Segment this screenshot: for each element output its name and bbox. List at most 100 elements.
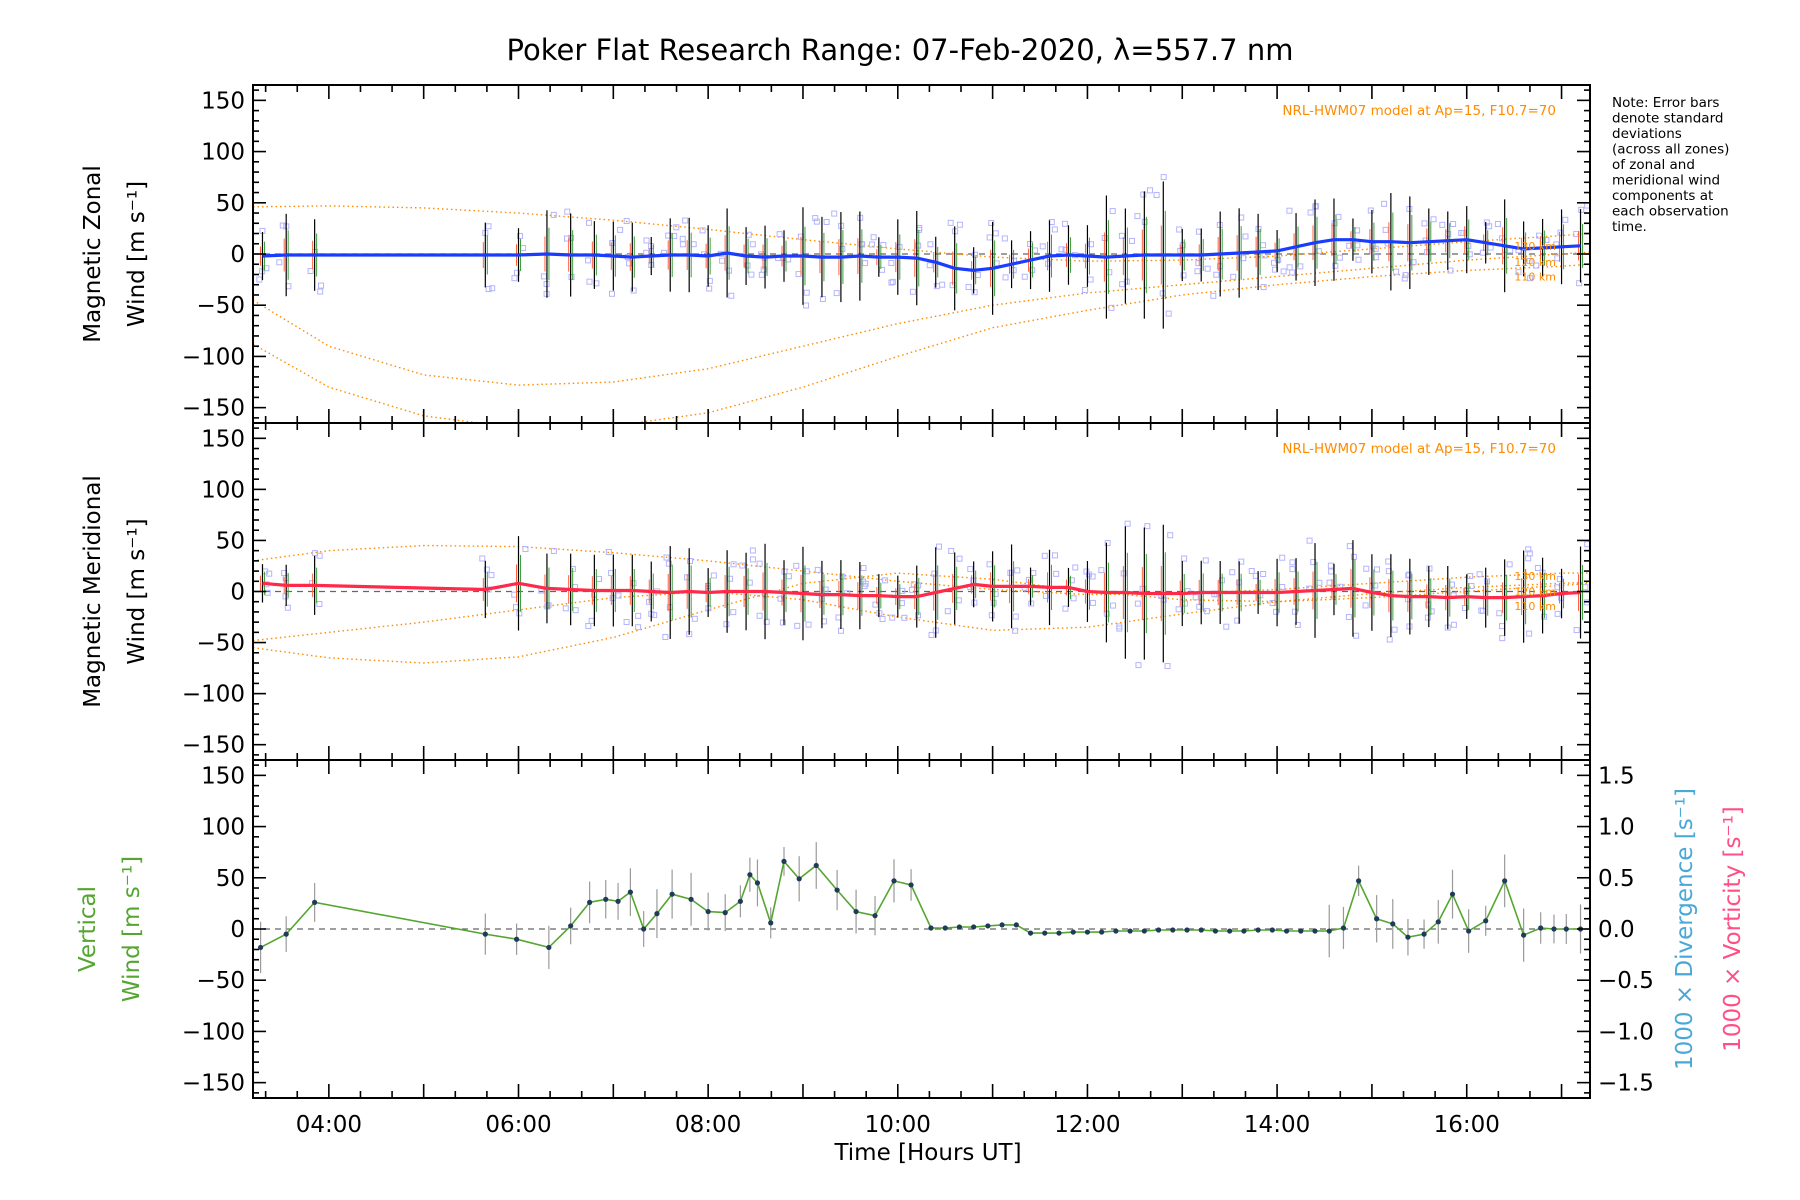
scatter-point (882, 577, 889, 584)
scatter-point (1393, 268, 1400, 275)
scatter-point (317, 288, 324, 295)
scatter-point (1289, 566, 1296, 573)
scatter-point (489, 285, 496, 292)
vertical-wind-point (1099, 929, 1105, 935)
scatter-point (1260, 242, 1267, 249)
scatter-point (1335, 213, 1342, 220)
scatter-point (1479, 249, 1486, 256)
scatter-point (1439, 221, 1446, 228)
scatter-point (1041, 552, 1048, 559)
scatter-point (889, 614, 896, 621)
scatter-point (749, 241, 756, 248)
vertical-wind-point (1255, 927, 1261, 933)
scatter-point (1367, 207, 1374, 214)
scatter-point (1543, 237, 1550, 244)
vertical-wind-point (1141, 928, 1147, 934)
scatter-point (1204, 265, 1211, 272)
scatter-point (1421, 220, 1428, 227)
vertical-wind-point (1042, 930, 1048, 936)
scatter-point (1062, 605, 1069, 612)
scatter-point (727, 575, 734, 582)
vertical-wind-point (1356, 878, 1362, 884)
scatter-point (1181, 555, 1188, 562)
scatter-point (276, 259, 283, 266)
x-tick-label: 16:00 (1434, 1112, 1500, 1138)
scatter-point (1032, 247, 1039, 254)
scatter-point (264, 589, 271, 596)
scatter-point (1134, 213, 1141, 220)
scatter-point (928, 632, 935, 639)
x-tick-label: 10:00 (865, 1112, 931, 1138)
vertical-wind-point (834, 887, 840, 893)
vertical-wind-point (781, 858, 787, 865)
scatter-point (1355, 256, 1362, 263)
vertical-wind-point (514, 936, 520, 942)
y-tick-label: −100 (182, 344, 245, 370)
scatter-point (1496, 610, 1503, 617)
scatter-point (909, 288, 916, 295)
model-km-label: 120 km (1514, 256, 1556, 269)
scatter-point (706, 285, 713, 292)
scatter-point (1450, 220, 1457, 227)
scatter-point (488, 572, 495, 579)
scatter-point (630, 580, 637, 587)
scatter-point (927, 241, 934, 248)
scatter-point (756, 560, 763, 567)
scatter-point (279, 222, 286, 229)
scatter-point (513, 604, 520, 611)
vertical-wind-point (1435, 919, 1441, 925)
vertical-wind-panel: −150 −100 −50 0 50 100 150 Vertical Wind [m s⁻¹]… (75, 759, 1746, 1138)
note-line: each observation (1612, 204, 1729, 220)
scatter-point (992, 591, 999, 598)
vertical-wind-point (1521, 932, 1527, 938)
scatter-point (623, 619, 630, 626)
scatter-point (915, 582, 922, 589)
vertical-wind-point (688, 896, 694, 902)
scatter-point (862, 260, 869, 267)
scatter-point (1385, 558, 1392, 565)
scatter-point (1280, 268, 1287, 275)
y-tick-label: 100 (201, 815, 245, 841)
scatter-point (1104, 540, 1111, 547)
vertical-wind-point (1013, 922, 1019, 928)
vertical-wind-point (546, 944, 552, 951)
vertical-wind-point (1070, 929, 1076, 935)
scatter-point (1134, 600, 1141, 607)
y2-tick-label: 0.0 (1598, 917, 1635, 943)
scatter-point (1001, 235, 1008, 242)
scatter-point (626, 260, 633, 267)
scatter-point (679, 235, 686, 242)
vertical-wind-point (928, 925, 934, 931)
scatter-point (1176, 226, 1183, 233)
scatter-point (1203, 608, 1210, 615)
scatter-point (1109, 208, 1116, 215)
scatter-point (835, 614, 842, 621)
scatter-point (540, 273, 547, 280)
y2-axis-label-vorticity: 1000 × Vorticity [s⁻¹] (1720, 806, 1746, 1052)
scatter-point (1313, 203, 1320, 210)
model-km-label: 110 km (1514, 271, 1556, 284)
scatter-point (585, 622, 592, 629)
scatter-point (879, 615, 886, 622)
scatter-point (1447, 267, 1454, 274)
scatter-point (1192, 594, 1199, 601)
scatter-point (663, 554, 670, 561)
scatter-point (1089, 599, 1096, 606)
vertical-wind-point (1538, 925, 1544, 931)
vertical-wind-point (891, 878, 897, 884)
scatter-point (965, 284, 972, 291)
scatter-point (1462, 605, 1469, 612)
scatter-point (623, 218, 630, 225)
y-tick-label: 50 (216, 191, 245, 217)
vertical-wind-point (872, 913, 878, 919)
scatter-point (1345, 614, 1352, 621)
scatter-point (719, 257, 726, 264)
scatter-point (860, 565, 867, 572)
scatter-point (586, 278, 593, 285)
scatter-point (635, 612, 642, 619)
scatter-point (730, 609, 737, 616)
y2-tick-label: −1.5 (1598, 1071, 1654, 1097)
scatter-point (1391, 626, 1398, 633)
vertical-wind-point (985, 923, 991, 929)
scatter-point (1362, 602, 1369, 609)
